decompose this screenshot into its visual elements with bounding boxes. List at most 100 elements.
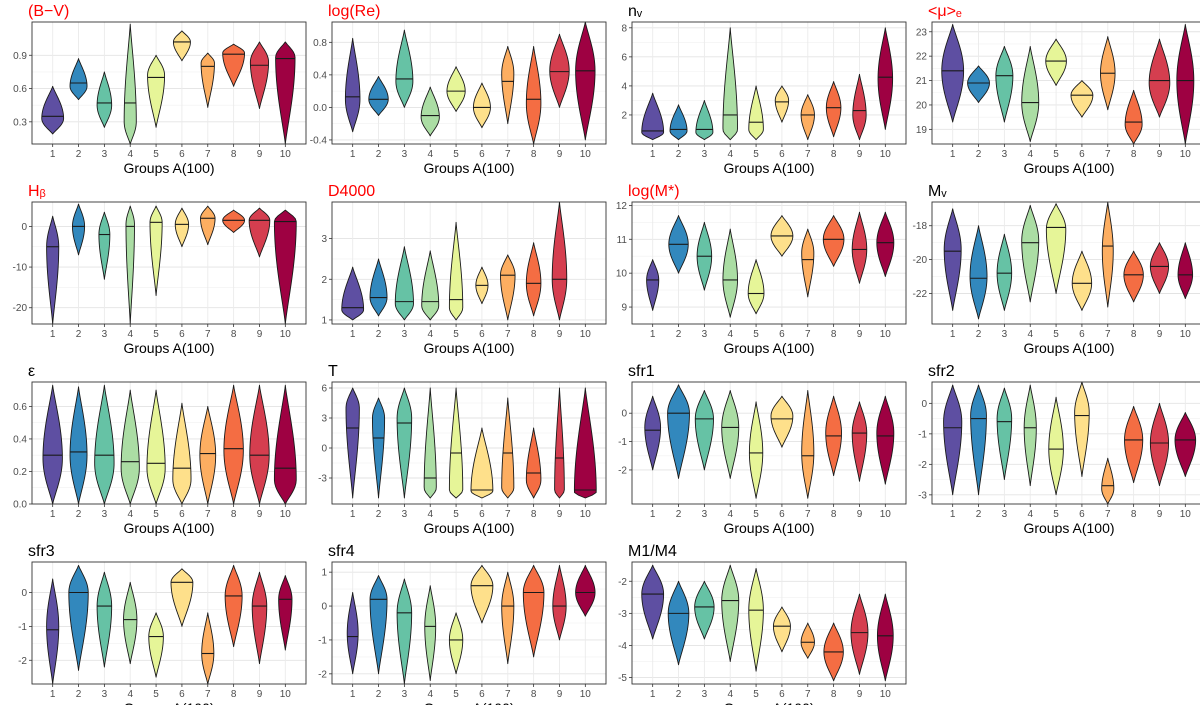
x-tick-label: 8: [831, 329, 837, 340]
violin-group-9: [549, 33, 570, 108]
x-tick-label: 2: [976, 509, 982, 520]
violin-group-9: [249, 41, 270, 109]
violin-group-3: [996, 387, 1013, 481]
panel-title: log(M*): [628, 183, 680, 200]
x-tick-label: 1: [50, 149, 56, 160]
violin-group-9: [851, 401, 868, 482]
x-tick-label: 10: [580, 149, 592, 160]
x-tick-label: 9: [857, 509, 863, 520]
violin-group-10: [575, 564, 596, 617]
violin-group-5: [149, 205, 163, 296]
x-axis-label: Groups A(100): [423, 520, 514, 536]
violin-group-7: [501, 571, 515, 665]
violin-group-5: [448, 387, 464, 499]
y-tick-label: 21: [916, 76, 928, 87]
panel-11: -2 -1 0 1 2 3 4 5 6 7 8 9 10 Groups A(100) sfr1: [618, 363, 907, 536]
violin-group-2: [369, 258, 388, 317]
violin-group-1: [641, 564, 665, 640]
violin-group-6: [470, 427, 494, 499]
x-tick-label: 3: [1002, 329, 1008, 340]
panel-border: [331, 381, 607, 505]
violin-group-9: [852, 73, 867, 141]
violin-group-4: [722, 27, 738, 141]
panel-border: [931, 381, 1200, 505]
x-tick-label: 6: [479, 149, 485, 160]
panel-border: [331, 21, 607, 145]
x-tick-label: 7: [805, 329, 811, 340]
x-tick-label: 4: [427, 689, 433, 700]
panel-8: -22 -20 -18 1 2 3 4 5 6 7 8 9 10 Groups A(100) Mᵥ: [913, 183, 1200, 356]
x-tick-label: 6: [779, 689, 785, 700]
panel-border: [31, 561, 307, 685]
x-tick-label: 8: [831, 509, 837, 520]
violin-group-4: [423, 387, 437, 499]
panel-15: -5 -4 -3 -2 1 2 3 4 5 6 7 8 9 10 Groups A(100) M1/M4: [618, 543, 907, 705]
x-tick-label: 5: [153, 509, 159, 520]
x-tick-label: 10: [880, 509, 892, 520]
x-tick-label: 9: [557, 329, 563, 340]
x-tick-label: 3: [1002, 149, 1008, 160]
violin-group-1: [345, 387, 360, 499]
y-tick-label: -2: [18, 656, 27, 667]
violin-group-6: [174, 207, 190, 248]
x-tick-label: 4: [727, 509, 733, 520]
x-tick-label: 3: [702, 329, 708, 340]
violin-group-6: [1070, 80, 1094, 118]
violin-group-4: [722, 228, 738, 318]
x-tick-label: 7: [505, 689, 511, 700]
x-tick-label: 8: [531, 149, 537, 160]
panel-title: <μ>ₑ: [928, 3, 962, 20]
violin-group-1: [646, 259, 660, 311]
x-tick-label: 6: [479, 689, 485, 700]
panel-12: -3 -2 -1 0 1 2 3 4 5 6 7 8 9 10 Groups A(100) sfr2: [918, 363, 1200, 536]
panel-1: 0.3 0.6 0.9 1 2 3 4 5 6 7 8 9 10 Groups A(100) (B−V): [13, 3, 307, 176]
y-tick-label: 0.6: [13, 84, 27, 95]
violin-group-6: [170, 568, 194, 627]
y-tick-label: 2: [621, 110, 627, 121]
x-tick-label: 6: [479, 329, 485, 340]
y-tick-label: 3: [321, 414, 327, 425]
violin-group-4: [1021, 45, 1040, 143]
panel-border: [631, 381, 907, 505]
panel-10: -3 0 3 6 1 2 3 4 5 6 7 8 9 10 Groups A(100) T: [318, 363, 607, 536]
violin-group-6: [774, 85, 790, 123]
x-tick-label: 3: [1002, 509, 1008, 520]
violin-group-10: [877, 27, 894, 130]
x-tick-label: 3: [102, 689, 108, 700]
violin-group-4: [1021, 204, 1040, 303]
x-tick-label: 5: [753, 509, 759, 520]
violin-group-7: [200, 205, 216, 246]
panel-14: -2 -1 0 1 1 2 3 4 5 6 7 8 9 10 Groups A(100) sfr4: [318, 543, 607, 705]
violin-group-7: [801, 390, 815, 499]
x-tick-label: 7: [1105, 329, 1111, 340]
x-axis-label: Groups A(100): [423, 700, 514, 705]
y-tick-label: -2: [318, 669, 327, 680]
x-tick-label: 10: [580, 329, 592, 340]
x-tick-label: 10: [1180, 149, 1192, 160]
x-tick-label: 5: [1053, 509, 1059, 520]
x-tick-label: 1: [350, 149, 356, 160]
x-tick-label: 4: [727, 149, 733, 160]
y-tick-label: 0: [21, 222, 27, 233]
violin-group-10: [273, 209, 297, 325]
violin-group-10: [1174, 412, 1197, 477]
panel-title: sfr3: [28, 543, 55, 560]
panel-13: -2 -1 0 1 2 3 4 5 6 7 8 9 10 Groups A(100) sfr3: [18, 543, 307, 705]
x-tick-label: 2: [76, 689, 82, 700]
y-tick-label: 0.0: [13, 500, 27, 511]
violin-group-1: [346, 592, 359, 675]
y-tick-label: -4: [618, 641, 627, 652]
panel-border: [631, 201, 907, 325]
panel-title: sfr4: [328, 543, 355, 560]
y-tick-label: 6: [321, 384, 327, 395]
y-tick-label: 0.4: [13, 434, 27, 445]
x-tick-label: 9: [1157, 509, 1163, 520]
violin-group-2: [967, 65, 990, 103]
y-tick-label: 6: [621, 52, 627, 63]
x-tick-label: 6: [179, 329, 185, 340]
y-tick-label: -5: [618, 673, 627, 684]
y-tick-label: -10: [13, 263, 28, 274]
violin-group-8: [222, 209, 246, 233]
y-tick-label: 23: [916, 27, 928, 38]
violin-group-8: [822, 215, 845, 267]
